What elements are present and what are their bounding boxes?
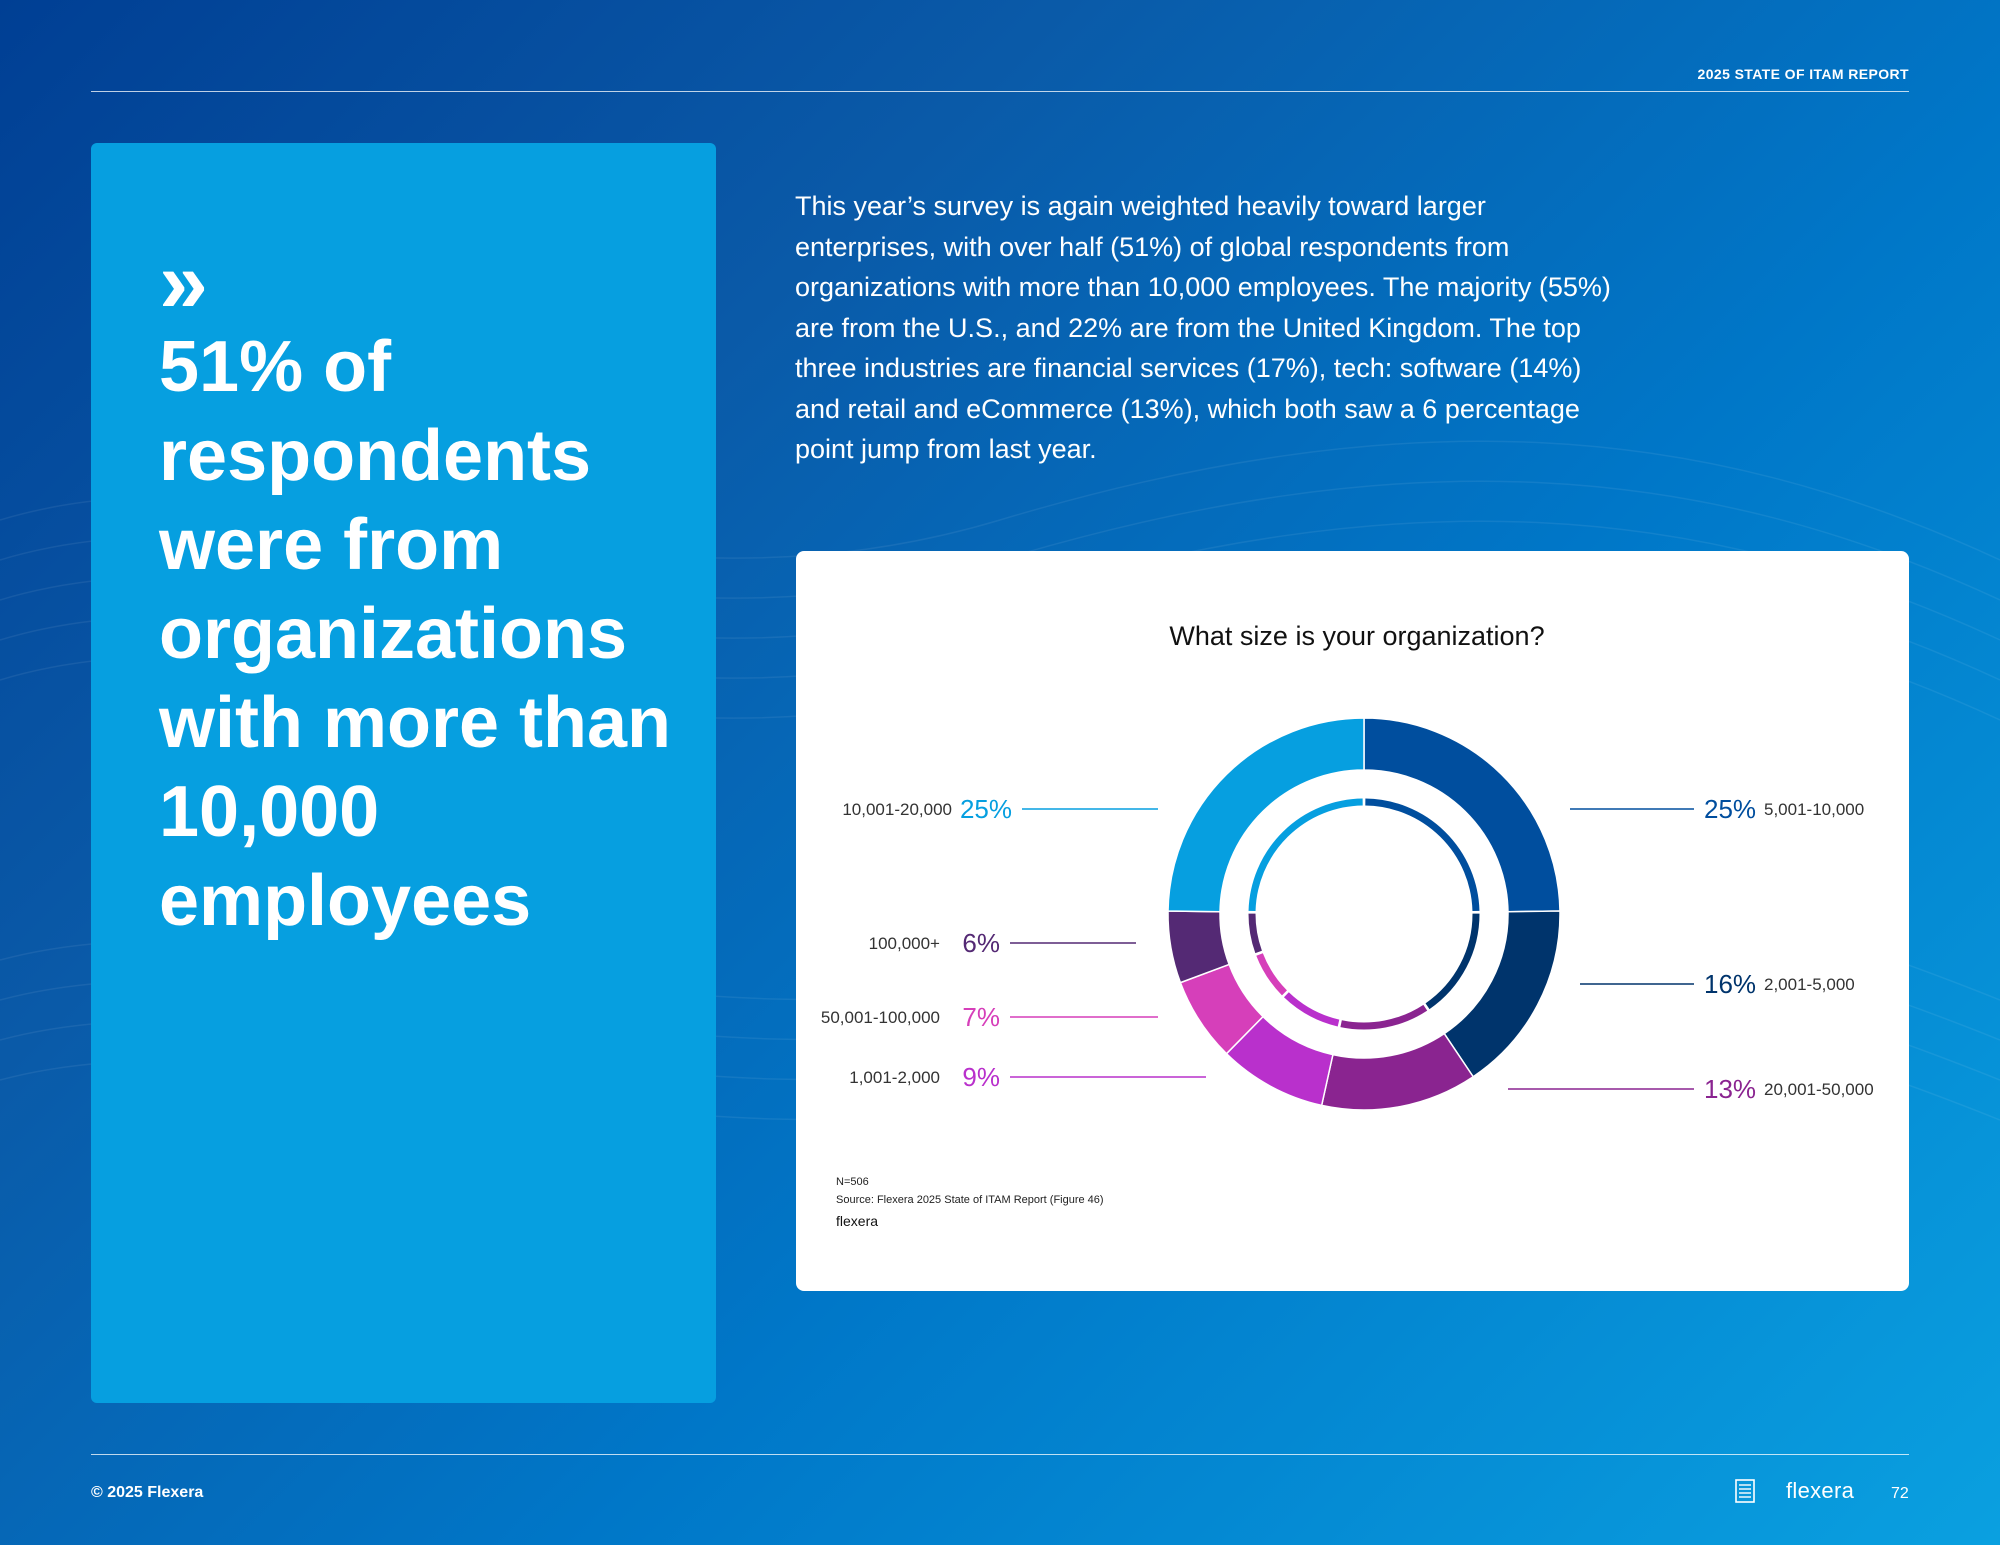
sample-size-note: N=506 [836,1176,869,1188]
category-label-10-001-20-000: 10,001-20,000 [842,800,952,819]
category-label-50-001-100-000: 50,001-100,000 [821,1008,940,1027]
data-label-5-001-10-000: 25% [1704,794,1756,824]
report-title: 2025 STATE OF ITAM REPORT [1697,66,1909,82]
data-label-50-001-100-000: 7% [962,1002,1000,1032]
inner-ring-arc-10-001-20-000 [1248,798,1363,912]
data-label-100-000: 6% [962,928,1000,958]
chart-title: What size is your organization? [1169,621,1544,651]
data-label-2-001-5-000: 16% [1704,969,1756,999]
data-label-20-001-50-000: 13% [1704,1074,1756,1104]
chart-brand: flexera [836,1213,879,1229]
inner-ring-arc-100-000 [1248,913,1262,954]
donut-chart: What size is your organization? 25% 5,001… [821,621,1874,1111]
callout-panel: » 51% of respondents were from organizat… [91,143,716,1403]
intro-paragraph: This year’s survey is again weighted hea… [795,191,1611,464]
chart-card: What size is your organization? 25% 5,001… [796,551,1909,1291]
inner-ring-arc-1-001-2-000 [1283,992,1340,1027]
chevron-right-icon: » [159,232,208,331]
category-label-20-001-50-000: 20,001-50,000 [1764,1080,1874,1099]
donut-slice-20-001-50-000 [1320,1032,1475,1111]
header-divider [91,91,1909,92]
copyright: © 2025 Flexera [91,1484,204,1501]
inner-ring-arc-50-001-100-000 [1256,953,1288,996]
chart-source: Source: Flexera 2025 State of ITAM Repor… [836,1194,1104,1206]
category-label-1-001-2-000: 1,001-2,000 [849,1068,940,1087]
category-label-5-001-10-000: 5,001-10,000 [1764,800,1864,819]
data-label-1-001-2-000: 9% [962,1062,1000,1092]
donut-slice-5-001-10-000 [1363,717,1561,913]
document-icon [1735,1479,1755,1503]
inner-ring-arc-20-001-50-000 [1340,1004,1428,1030]
footer-brand: flexera [1786,1478,1855,1503]
page-number: 72 [1891,1485,1909,1502]
data-label-10-001-20-000: 25% [960,794,1012,824]
inner-ring-arc-2-001-5-000 [1425,913,1480,1010]
callout-headline: 51% of respondents were from organizatio… [159,327,672,941]
donut-slice-10-001-20-000 [1167,717,1365,913]
footer-divider [91,1454,1909,1455]
inner-ring-arc-5-001-10-000 [1365,798,1480,912]
category-label-2-001-5-000: 2,001-5,000 [1764,975,1855,994]
donut-slice-2-001-5-000 [1443,910,1561,1078]
category-label-100-000: 100,000+ [869,934,940,953]
